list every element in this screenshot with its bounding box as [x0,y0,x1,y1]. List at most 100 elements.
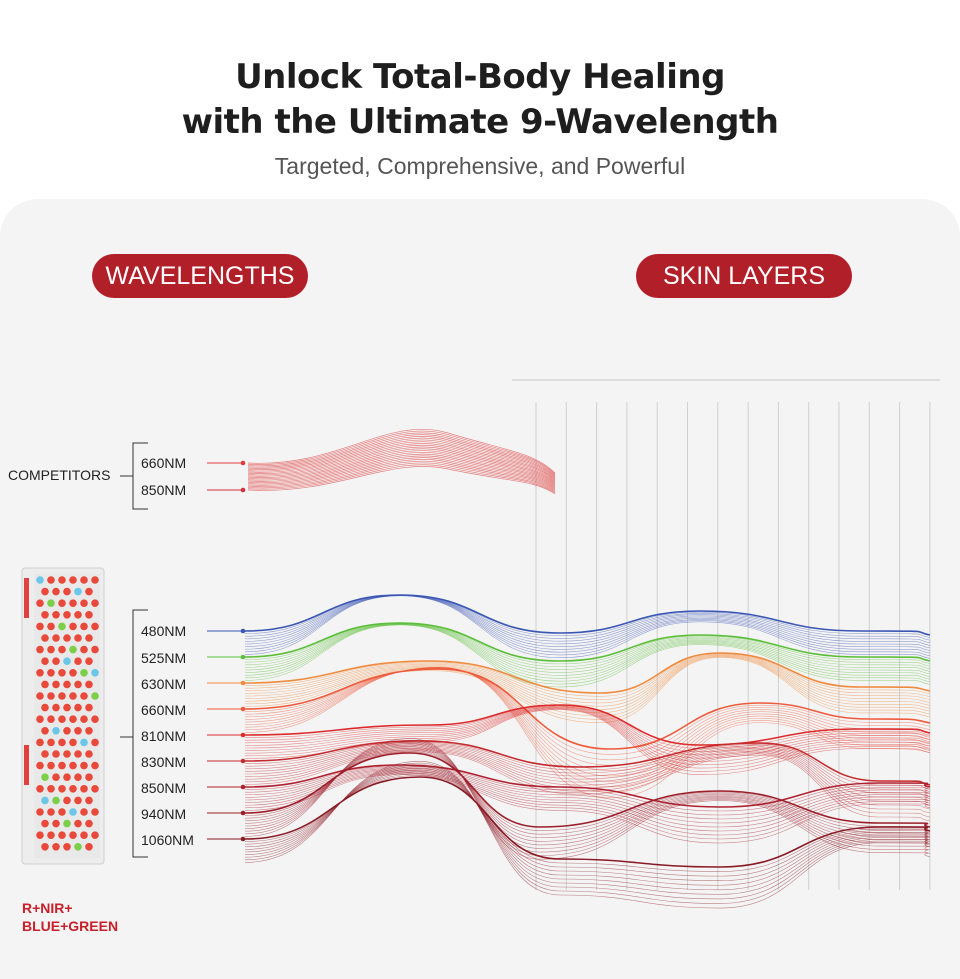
led-dot [47,761,55,770]
device-wave-strand [244,741,931,853]
led-dot [69,761,77,770]
led-dot [69,645,77,654]
led-dot [74,796,82,805]
led-dot [52,611,60,619]
led-dot [63,657,71,665]
skin-layers-pill: SKIN LAYERS [636,254,852,298]
led-dot [36,622,44,631]
headline-line-1: Unlock Total-Body Healing [235,57,725,97]
device-wave-strand [244,654,931,704]
device-wave-strand [244,623,931,673]
wavelengths-pill: WAVELENGTHS [92,254,308,298]
device-face [34,574,100,858]
led-dot [47,576,55,584]
led-dot [80,715,88,723]
led-dot [69,599,77,607]
device-wave-strand [244,708,931,772]
led-dot [41,680,49,689]
led-dot [63,703,71,712]
competitor-wave-strand [247,464,556,494]
led-dot [80,692,88,700]
device-wave-strand [244,773,931,877]
led-dot [91,715,99,723]
device-wave-strand [244,623,931,676]
competitor-wave-strand [247,453,556,488]
led-dot [36,692,44,700]
competitor-wave-strand [247,430,556,475]
led-dot [41,796,49,805]
device-wave-strand [244,739,931,856]
led-dot [74,587,82,596]
device-wave-main [244,764,931,808]
led-dot [69,669,77,677]
competitor-dot [240,487,246,493]
device-bracket [132,609,148,858]
led-dot [85,657,93,665]
led-dot [69,831,77,839]
competitor-wavelength-label: 660NM [141,455,187,471]
device-wave-main [244,622,931,662]
device-tag-line-2: BLUE+GREEN [22,918,119,934]
led-dot [74,680,82,689]
led-dot [80,622,88,631]
device-wave-strand [244,656,931,720]
led-dot [41,819,49,828]
led-dot [63,587,71,596]
led-dot [41,703,49,712]
led-dot [52,703,60,712]
led-dot [47,715,55,723]
device-wavelength-label: 830NM [141,754,187,770]
competitor-wave-strand [247,432,556,476]
device-wave-strand [244,708,931,769]
led-dot [47,692,55,700]
led-dot [80,669,88,677]
competitor-wave-strand [247,441,556,481]
device-wave-strand [244,705,931,749]
device-wave-strand [244,746,931,842]
device-wave-strand [244,741,931,790]
led-dot [85,750,93,758]
led-dot [80,808,88,816]
led-dot [85,773,93,781]
led-dot [69,808,77,816]
device-dot [240,680,246,686]
led-dot [85,796,93,805]
device-wave-strand [244,707,931,762]
device-wave-strand [244,769,931,828]
subtitle: Targeted, Comprehensive, and Powerful [274,153,686,179]
device-wave-strand [244,656,931,717]
led-dot [85,703,93,712]
device-wave-strand [244,751,931,822]
competitor-dot [240,460,246,466]
led-dot [74,703,82,712]
led-dot [63,796,71,805]
device-wave-strand [244,767,931,820]
led-dot [69,715,77,723]
led-dot [91,645,99,654]
led-dot [85,587,93,596]
device-wave-strand [244,774,931,872]
device-wave-strand [244,761,931,909]
led-dot [52,773,60,781]
device-wavelength-label: 850NM [141,780,187,796]
led-dot [36,785,44,793]
led-dot [63,680,71,689]
led-dot [41,634,49,642]
led-dot [52,680,60,689]
led-dot [41,727,49,735]
led-dot [52,796,60,805]
device-wave-main [244,704,931,746]
led-dot [85,634,93,642]
led-dot [63,611,71,619]
led-dot [69,785,77,793]
competitor-wave-strand [247,437,556,479]
led-dot [74,611,82,619]
device-wave-strand [244,624,931,688]
led-dot [80,831,88,839]
device-wave-strand [244,738,931,860]
led-dot [52,657,60,665]
competitor-wave-strand [247,428,556,474]
led-dot [58,761,66,770]
device-wave-strand [244,706,931,756]
competitor-wavelength-label: 850NM [141,482,187,498]
